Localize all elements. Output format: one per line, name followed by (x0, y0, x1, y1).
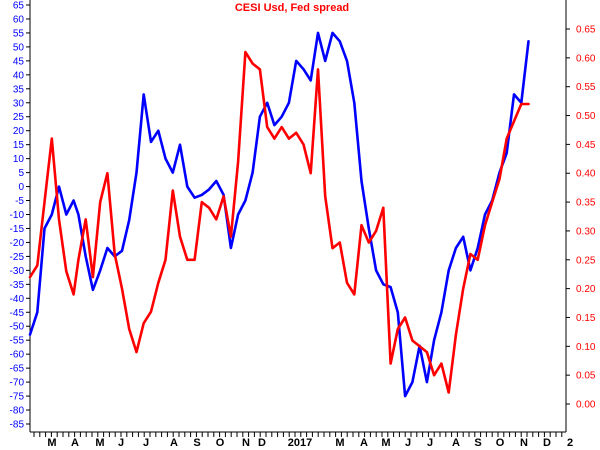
x-tick-label: A (71, 437, 79, 449)
left-tick-label: -5 (15, 196, 24, 207)
left-tick-label: -80 (10, 406, 25, 417)
right-tick-label: 0.50 (576, 111, 596, 122)
right-tick-label: 0.30 (576, 226, 596, 237)
left-tick-label: -45 (10, 308, 25, 319)
series-points-1 (29, 52, 529, 393)
x-tick-label: M (335, 437, 344, 449)
right-tick-label: 0.15 (576, 313, 596, 324)
x-tick-label: D (258, 437, 266, 449)
left-tick-label: 0 (18, 182, 24, 193)
left-tick-label: 15 (13, 140, 25, 151)
right-tick-label: 0.35 (576, 198, 596, 209)
left-tick-label: -25 (10, 252, 25, 263)
right-tick-label: 0.60 (576, 53, 596, 64)
x-tick-label: N (242, 437, 250, 449)
x-tick-label: 2 (567, 437, 573, 449)
left-tick-label: -65 (10, 364, 25, 375)
x-tick-label: S (474, 437, 481, 449)
right-tick-label: 0.10 (576, 342, 596, 353)
left-tick-label: 50 (13, 42, 25, 53)
left-tick-label: 65 (13, 1, 25, 12)
x-tick-label: 2017 (288, 437, 312, 449)
x-tick-label: J (427, 437, 433, 449)
right-tick-label: 0.20 (576, 284, 596, 295)
left-tick-label: -75 (10, 392, 25, 403)
x-tick-label: M (95, 437, 104, 449)
x-tick-label: A (360, 437, 368, 449)
x-tick-label: M (381, 437, 390, 449)
right-tick-label: 0.25 (576, 255, 596, 266)
right-tick-label: 0.65 (576, 25, 596, 36)
left-tick-label: -30 (10, 266, 25, 277)
left-tick-label: 60 (13, 14, 25, 25)
left-tick-label: -40 (10, 294, 25, 305)
left-tick-label: 5 (18, 168, 24, 179)
left-tick-label: 35 (13, 84, 25, 95)
right-tick-label: 0.40 (576, 169, 596, 180)
x-tick-label: A (170, 437, 178, 449)
x-tick-label: A (452, 437, 460, 449)
left-tick-label: -70 (10, 378, 25, 389)
x-tick-label: J (143, 437, 149, 449)
left-tick-label: -15 (10, 224, 25, 235)
left-tick-label: -20 (10, 238, 25, 249)
left-tick-label: -35 (10, 280, 25, 291)
right-axis-ticks: 0.65 0.60 0.55 0.50 0.45 0.40 0.35 0.30 0.25 0.20… (566, 25, 596, 411)
right-tick-label: 0.45 (576, 140, 596, 151)
series-points-0 (29, 32, 529, 397)
right-tick-label: 0.05 (576, 371, 596, 382)
series-layer (28, 31, 530, 398)
left-tick-label: 45 (13, 56, 25, 67)
left-tick-label: -10 (10, 210, 25, 221)
x-tick-label: D (543, 437, 551, 449)
x-tick-label: M (47, 437, 56, 449)
left-tick-label: 20 (13, 126, 25, 137)
left-tick-label: 55 (13, 28, 25, 39)
left-tick-label: -60 (10, 350, 25, 361)
left-tick-label: -50 (10, 322, 25, 333)
left-tick-label: 30 (13, 98, 25, 109)
x-tick-label: J (405, 437, 411, 449)
right-tick-label: 0.55 (576, 82, 596, 93)
x-tick-label: J (118, 437, 124, 449)
left-tick-label: -85 (10, 420, 25, 431)
x-tick-label: N (520, 437, 528, 449)
left-tick-label: 25 (13, 112, 25, 123)
right-tick-label: 0.00 (576, 400, 596, 411)
left-axis-ticks: 65605550454035302520151050-5-10-15-20-25… (10, 1, 30, 431)
series-line-1 (28, 50, 530, 394)
x-tick-label: O (216, 437, 225, 449)
chart-title: CESI Usd, Fed spread (235, 2, 349, 14)
left-tick-label: -55 (10, 336, 25, 347)
series-line-0 (28, 31, 530, 398)
x-axis-ticks: M A M J J A S O N D 2017 M A M J J A S O N D 2 (33, 432, 573, 449)
left-tick-label: 40 (13, 70, 25, 81)
x-tick-label: S (193, 437, 200, 449)
left-tick-label: 10 (13, 154, 25, 165)
x-tick-label: O (496, 437, 505, 449)
